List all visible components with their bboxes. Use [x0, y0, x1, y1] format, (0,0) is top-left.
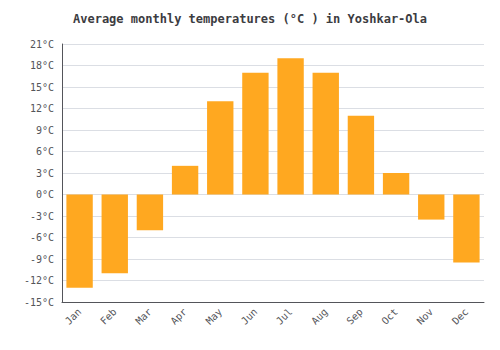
- svg-text:Dec: Dec: [450, 306, 471, 327]
- svg-text:Jul: Jul: [274, 306, 295, 327]
- svg-text:21°C: 21°C: [30, 39, 54, 50]
- svg-text:Nov: Nov: [415, 306, 436, 327]
- svg-text:0°C: 0°C: [36, 189, 54, 200]
- svg-text:18°C: 18°C: [30, 60, 54, 71]
- svg-text:Feb: Feb: [98, 306, 119, 327]
- svg-text:Average monthly temperatures (: Average monthly temperatures (°C ) in Yo…: [73, 12, 427, 26]
- svg-text:Mar: Mar: [133, 306, 154, 327]
- svg-text:6°C: 6°C: [36, 146, 54, 157]
- svg-text:Sep: Sep: [344, 306, 365, 327]
- svg-text:3°C: 3°C: [36, 168, 54, 179]
- svg-text:15°C: 15°C: [30, 82, 54, 93]
- svg-text:-6°C: -6°C: [30, 232, 54, 243]
- svg-text:Jun: Jun: [239, 306, 260, 327]
- svg-text:-15°C: -15°C: [24, 297, 54, 308]
- svg-text:9°C: 9°C: [36, 125, 54, 136]
- svg-text:Apr: Apr: [168, 306, 189, 327]
- svg-text:Oct: Oct: [379, 306, 400, 327]
- svg-text:-12°C: -12°C: [24, 275, 54, 286]
- svg-text:-3°C: -3°C: [30, 211, 54, 222]
- svg-text:-9°C: -9°C: [30, 254, 54, 265]
- svg-text:May: May: [204, 306, 225, 327]
- svg-text:Jan: Jan: [63, 306, 84, 327]
- svg-text:Aug: Aug: [309, 306, 330, 327]
- svg-text:12°C: 12°C: [30, 103, 54, 114]
